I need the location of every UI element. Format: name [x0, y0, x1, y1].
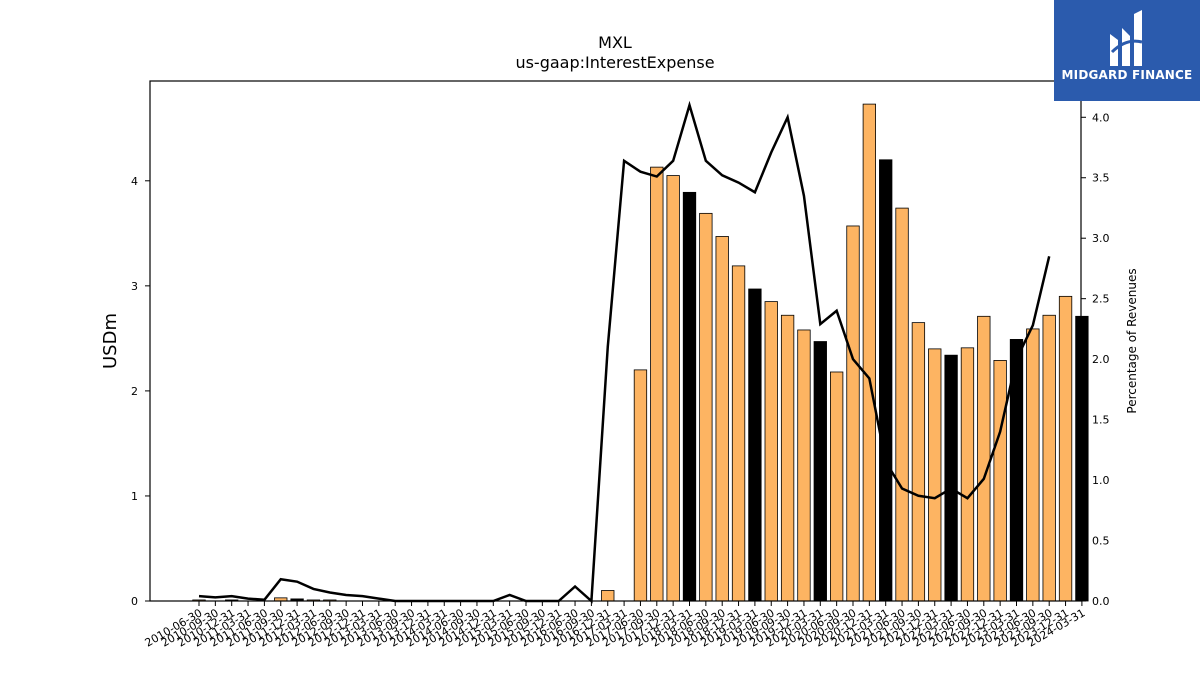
bar	[895, 207, 909, 602]
right-tick-label: 2.0	[1092, 353, 1110, 366]
percent-revenues-line	[198, 100, 1051, 604]
bar	[830, 371, 844, 602]
bar-series	[192, 103, 1089, 602]
x-axis-ticks: 2010-06-302010-09-302010-12-312011-03-31…	[143, 601, 1087, 650]
bar	[715, 236, 729, 602]
bar	[748, 288, 762, 602]
right-tick-label: 1.0	[1092, 474, 1110, 487]
bar	[666, 175, 680, 602]
left-axis-ticks: 0 1 2 3 4	[131, 175, 150, 608]
right-tick-label: 4.0	[1092, 111, 1110, 124]
bar	[879, 159, 893, 602]
bar	[764, 301, 778, 602]
left-tick-label: 4	[131, 175, 138, 188]
bar	[633, 369, 648, 602]
bar	[731, 265, 746, 602]
percent-line-series	[198, 100, 1051, 604]
bar	[813, 341, 827, 602]
right-axis-ticks: 0.0 0.5 1.0 1.5 2.0 2.5 3.0 3.5 4.0	[1081, 111, 1110, 608]
left-tick-label: 0	[131, 595, 138, 608]
midgard-logo-icon	[1110, 10, 1143, 66]
brand-logo: MIDGARD FINANCE	[1054, 0, 1200, 101]
bar	[780, 314, 795, 602]
right-tick-label: 0.5	[1092, 535, 1110, 548]
right-tick-label: 3.0	[1092, 232, 1110, 245]
left-tick-label: 3	[131, 280, 138, 293]
bar	[650, 166, 664, 602]
bar	[977, 315, 991, 602]
right-tick-label: 0.0	[1092, 595, 1110, 608]
brand-name: MIDGARD FINANCE	[1061, 68, 1193, 82]
bar	[944, 354, 958, 602]
bar	[601, 590, 615, 602]
bar	[993, 360, 1007, 602]
bar	[911, 322, 926, 602]
right-tick-label: 1.5	[1092, 414, 1110, 427]
bar	[1042, 314, 1056, 602]
bar	[960, 347, 975, 602]
bar	[862, 103, 876, 602]
chart-title: MXL	[598, 33, 632, 52]
left-tick-label: 2	[131, 385, 138, 398]
bar	[797, 329, 811, 602]
bar	[928, 348, 942, 602]
bar	[1026, 328, 1040, 602]
left-tick-label: 1	[131, 490, 138, 503]
bar	[846, 225, 860, 602]
right-tick-label: 3.5	[1092, 172, 1110, 185]
left-axis-label: USDm	[100, 313, 121, 369]
plot-frame	[149, 80, 1082, 602]
chart-subtitle: us-gaap:InterestExpense	[515, 53, 714, 72]
bar	[699, 212, 713, 602]
right-axis-label: Percentage of Revenues	[1125, 268, 1139, 413]
bar	[1058, 295, 1073, 602]
right-tick-label: 2.5	[1092, 293, 1110, 306]
bar	[682, 191, 697, 602]
